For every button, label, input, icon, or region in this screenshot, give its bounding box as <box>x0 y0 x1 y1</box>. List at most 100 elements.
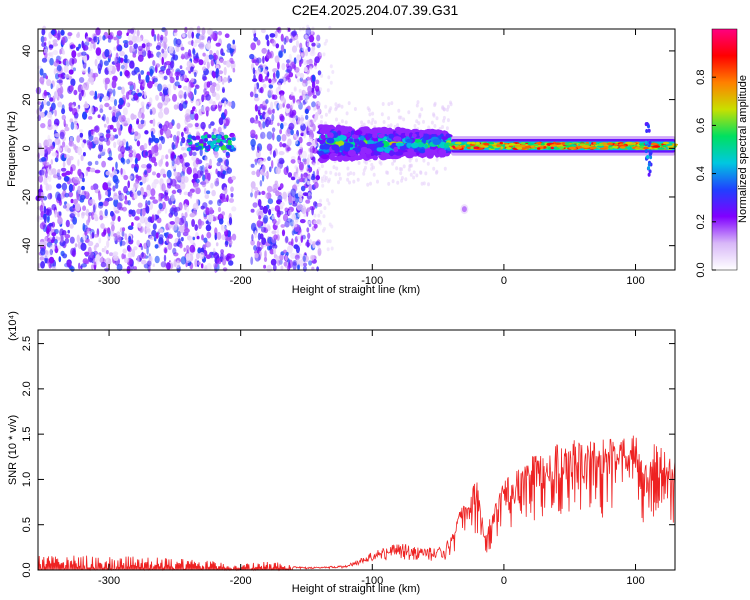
heat-speckle <box>308 260 313 266</box>
heat-speckle <box>157 83 163 92</box>
heat-speckle <box>300 121 304 126</box>
narrow-line-core <box>589 146 597 150</box>
heat-speckle <box>221 165 228 170</box>
heat-speckle <box>382 120 386 124</box>
heat-speckle <box>95 254 101 261</box>
heat-speckle <box>99 215 104 221</box>
heat-speckle <box>101 116 105 121</box>
spectrogram-panel: -300 -200 -100 0 100 40 20 0 -20 -40 Height of s… <box>6 24 679 296</box>
heat-speckle <box>167 233 173 239</box>
heat-speckle <box>299 219 306 224</box>
heat-speckle <box>161 154 165 160</box>
heat-speckle <box>300 234 304 243</box>
heat-speckle <box>158 123 163 129</box>
isolated-dot-halo <box>460 204 469 215</box>
heat-speckle <box>443 166 447 171</box>
band-blob <box>377 127 382 132</box>
heat-speckle <box>277 61 280 70</box>
heat-speckle <box>338 176 342 181</box>
heat-speckle <box>128 125 132 134</box>
narrow-line-core <box>505 144 510 147</box>
heat-speckle <box>362 171 366 176</box>
heat-speckle <box>205 106 210 113</box>
heat-speckle <box>332 165 336 170</box>
band-blob <box>326 137 335 144</box>
heat-speckle <box>104 82 108 91</box>
heat-speckle <box>77 212 80 218</box>
band-blob <box>227 145 232 150</box>
heat-speckle <box>368 112 372 117</box>
heat-speckle <box>40 112 45 118</box>
heat-speckle <box>99 96 102 103</box>
heat-speckle <box>258 215 262 220</box>
heat-speckle <box>194 88 197 96</box>
heat-speckle <box>61 182 68 191</box>
heat-speckle <box>221 52 225 56</box>
heat-speckle <box>256 39 261 46</box>
heat-speckle <box>75 203 81 212</box>
band-blob <box>206 140 212 145</box>
heat-speckle <box>176 231 181 238</box>
heat-speckle <box>250 163 255 168</box>
heat-speckle <box>151 134 156 142</box>
heat-speckle <box>133 43 138 49</box>
heat-speckle <box>52 124 58 131</box>
heat-speckle <box>62 161 66 168</box>
heat-speckle <box>278 78 284 84</box>
heat-speckle <box>194 39 201 44</box>
heat-speckle <box>77 168 82 177</box>
heat-speckle <box>297 263 300 271</box>
heat-speckle <box>153 161 158 167</box>
heat-speckle <box>41 157 47 162</box>
heat-speckle <box>154 255 160 264</box>
band-blob <box>348 138 354 143</box>
heat-speckle <box>194 224 198 231</box>
heat-speckle <box>148 265 151 273</box>
heat-speckle <box>133 82 136 91</box>
heat-speckle <box>152 60 156 66</box>
heat-speckle <box>209 158 212 166</box>
heat-speckle <box>173 31 178 37</box>
band-blob <box>410 142 419 148</box>
band-blob <box>435 129 441 136</box>
heat-speckle <box>195 130 200 138</box>
heat-speckle <box>291 45 298 53</box>
narrow-line-core <box>536 142 542 145</box>
heat-speckle <box>205 207 210 216</box>
heat-speckle <box>391 161 395 166</box>
heat-speckle <box>61 36 66 46</box>
heat-speckle <box>200 121 206 130</box>
heat-speckle <box>197 218 202 226</box>
heat-speckle <box>165 61 172 66</box>
heat-speckle <box>289 110 294 117</box>
heat-speckle <box>225 240 229 246</box>
heat-speckle <box>216 161 221 167</box>
heat-speckle <box>298 161 304 171</box>
heat-speckle <box>272 94 278 100</box>
heat-speckle <box>171 222 178 231</box>
heat-speckle <box>249 91 254 98</box>
heat-speckle <box>134 131 139 137</box>
heat-speckle <box>308 175 312 180</box>
band-blob <box>388 133 395 139</box>
heat-speckle <box>91 232 95 239</box>
heat-speckle <box>271 236 277 244</box>
band-blob <box>218 142 223 147</box>
heat-speckle <box>117 45 123 52</box>
heat-speckle <box>317 108 321 113</box>
band-blob <box>407 148 414 154</box>
heat-speckle <box>292 202 298 207</box>
heat-speckle <box>259 115 263 120</box>
heat-speckle <box>50 29 56 36</box>
heat-speckle <box>78 262 81 270</box>
heat-speckle <box>131 248 136 258</box>
heat-speckle <box>231 175 236 181</box>
heat-speckle <box>147 80 153 89</box>
heat-speckle <box>312 94 317 99</box>
heat-speckle <box>47 249 53 257</box>
colorbar: 0.0 0.2 0.4 0.6 0.8 Normalized spectral ampl… <box>695 28 749 278</box>
heat-speckle <box>180 55 186 59</box>
heat-speckle <box>199 251 205 260</box>
heat-speckle <box>186 60 192 68</box>
heat-speckle <box>64 145 69 152</box>
